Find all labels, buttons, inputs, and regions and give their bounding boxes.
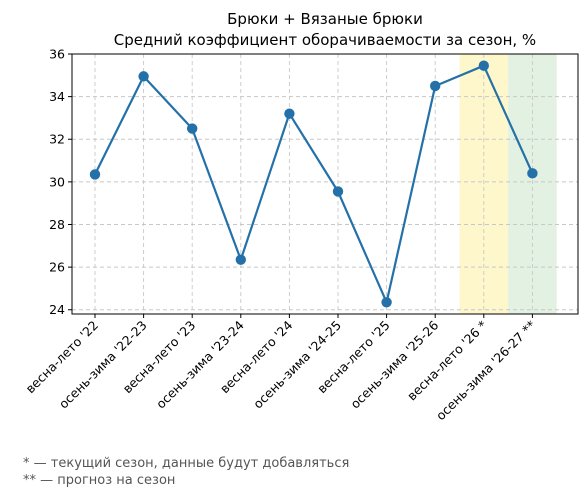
x-tick-label: осень-зима '24-25	[250, 318, 344, 412]
series-line	[89, 60, 538, 308]
data-point	[332, 186, 344, 197]
y-axis: 24 26 28 30 32 34 36	[49, 47, 72, 317]
x-tick-label: осень-зима '25-26	[347, 317, 441, 411]
data-point	[235, 254, 246, 265]
data-point	[284, 108, 295, 119]
grid-lines	[72, 53, 578, 314]
y-tick-label: 26	[49, 260, 65, 275]
x-tick-label: осень-зима '22-23	[56, 318, 150, 412]
y-tick-label: 28	[49, 217, 65, 232]
data-point	[430, 80, 441, 92]
data-point	[527, 168, 538, 179]
y-tick-label: 24	[49, 302, 65, 317]
data-point	[138, 71, 149, 82]
y-tick-label: 32	[49, 132, 65, 147]
plot-frame	[71, 53, 579, 315]
y-tick-label: 34	[49, 89, 65, 104]
footnote-forecast: ** — прогноз на сезон	[23, 473, 176, 488]
data-point	[187, 123, 198, 134]
chart-title-line-1: Брюки + Вязаные брюки	[227, 10, 423, 28]
data-point	[478, 60, 489, 71]
x-tick-label: осень-зима '23-24	[153, 317, 247, 411]
y-tick-label: 30	[49, 174, 65, 189]
data-point	[381, 297, 392, 308]
data-point	[89, 169, 101, 180]
y-tick-label: 36	[49, 47, 65, 62]
highlight-bands	[459, 54, 557, 314]
x-tick-label: осень-зима '26-27 **	[433, 318, 539, 424]
series-line-path	[94, 64, 534, 304]
footnote-current-season: * — текущий сезон, данные будут добавлят…	[23, 456, 350, 471]
chart-title-line-2: Средний коэффициент оборачиваемости за с…	[114, 31, 536, 49]
